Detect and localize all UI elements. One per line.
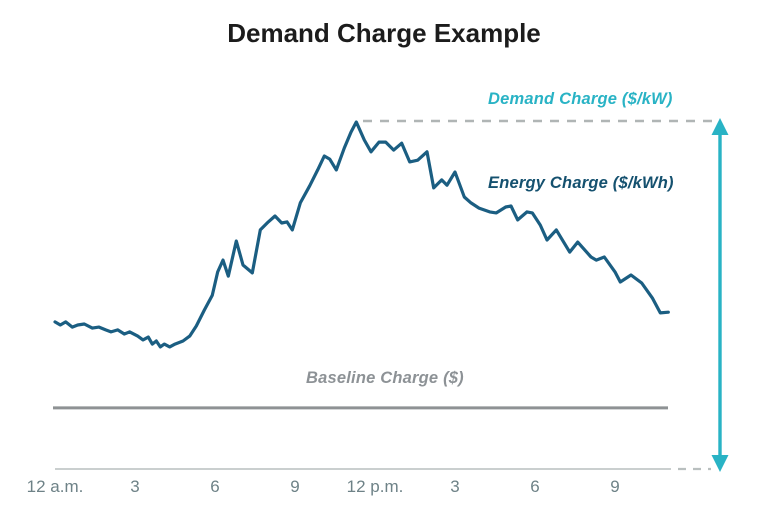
chart-title: Demand Charge Example	[227, 18, 541, 48]
x-tick-label: 6	[210, 477, 220, 496]
x-tick-label: 9	[290, 477, 300, 496]
baseline-charge-label: Baseline Charge ($)	[306, 369, 464, 387]
demand-range-arrow	[711, 118, 729, 472]
x-tick-label: 3	[450, 477, 460, 496]
demand-charge-label: Demand Charge ($/kW)	[488, 90, 673, 108]
energy-charge-label: Energy Charge ($/kWh)	[488, 174, 674, 192]
arrow-up-icon	[711, 118, 729, 135]
x-tick-label: 3	[130, 477, 140, 496]
x-tick-label: 9	[610, 477, 620, 496]
x-tick-label: 6	[530, 477, 540, 496]
x-tick-label: 12 p.m.	[346, 477, 404, 496]
x-tick-label: 12 a.m.	[26, 477, 84, 496]
load-curve-line	[53, 120, 670, 349]
arrow-down-icon	[711, 455, 729, 472]
